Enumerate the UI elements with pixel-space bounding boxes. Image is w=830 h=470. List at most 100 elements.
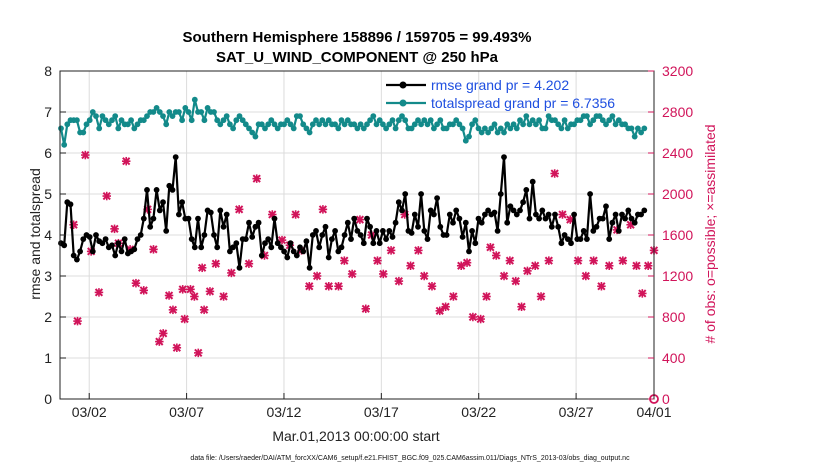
series-point	[83, 121, 90, 128]
series-point	[421, 117, 428, 124]
left-tick-label: 6	[44, 145, 52, 161]
series-point	[456, 121, 463, 128]
assimilated-obs-marker	[517, 302, 526, 311]
series-point	[395, 117, 402, 124]
series-point	[443, 125, 450, 132]
series-point	[198, 244, 205, 251]
series-point	[424, 121, 431, 128]
series-point	[354, 228, 361, 234]
series-point	[351, 121, 358, 128]
series-point	[195, 215, 201, 222]
assimilated-obs-marker	[441, 302, 450, 311]
chart-subtitle: SAT_U_WIND_COMPONENT @ 250 hPa	[216, 49, 499, 66]
series-point	[322, 121, 329, 128]
series-point	[249, 234, 256, 240]
series-point	[584, 236, 590, 243]
assimilated-obs-marker	[550, 169, 559, 178]
series-point	[344, 219, 351, 226]
series-point	[635, 125, 641, 132]
series-point	[153, 187, 160, 193]
series-point	[459, 234, 466, 240]
series-point	[309, 121, 316, 128]
series-point	[437, 223, 444, 230]
right-tick-label: 800	[662, 309, 686, 325]
assimilated-obs-marker	[197, 263, 207, 273]
series-point	[619, 211, 625, 218]
series-point	[386, 121, 393, 128]
series-point	[395, 199, 402, 206]
series-point	[118, 248, 125, 255]
x-tick-label: 03/17	[364, 404, 399, 420]
series-point	[606, 236, 613, 243]
series-point	[80, 236, 87, 243]
assimilated-obs-marker	[347, 269, 357, 279]
series-point	[354, 125, 361, 132]
series-point	[137, 232, 144, 238]
series-point	[131, 125, 138, 132]
series-point	[89, 248, 96, 255]
assimilated-obs-marker	[379, 269, 388, 279]
series-point	[501, 129, 507, 136]
assimilated-obs-marker	[149, 245, 158, 254]
series-point	[427, 207, 434, 214]
series-point	[622, 215, 628, 222]
series-point	[217, 121, 224, 128]
series-point	[290, 125, 297, 132]
series-point	[367, 223, 373, 230]
series-point	[638, 211, 644, 218]
assimilated-obs-marker	[244, 259, 254, 268]
series-point	[121, 236, 128, 243]
series-point	[418, 121, 424, 128]
series-point	[510, 207, 517, 214]
series-point	[523, 187, 530, 193]
series-point	[504, 219, 511, 226]
assimilated-obs-marker	[406, 261, 415, 270]
series-point	[446, 211, 453, 218]
series-point	[176, 109, 182, 115]
series-point	[99, 240, 106, 247]
series-point	[641, 125, 648, 132]
series-point	[338, 117, 345, 124]
series-point	[160, 199, 166, 206]
series-point	[517, 117, 523, 124]
assimilated-obs-marker	[355, 215, 365, 224]
series-point	[287, 240, 294, 247]
series-point	[603, 203, 609, 210]
assimilated-obs-marker	[482, 292, 491, 301]
series-point	[198, 109, 205, 115]
series-point	[300, 248, 307, 255]
assimilated-obs-marker	[131, 278, 141, 288]
right-tick-label: 2800	[662, 104, 693, 120]
series-point	[380, 228, 386, 234]
series-point	[185, 215, 192, 222]
series-point	[74, 256, 80, 263]
series-point	[456, 215, 463, 222]
series-point	[300, 121, 307, 128]
left-tick-label: 0	[44, 391, 52, 407]
series-point	[491, 121, 498, 128]
series-point	[450, 219, 456, 226]
series-point	[188, 117, 195, 124]
chart-title: Southern Hemisphere 158896 / 159705 = 99…	[183, 29, 532, 46]
series-point	[316, 244, 323, 251]
assimilated-obs-marker	[110, 224, 119, 234]
assimilated-obs-marker	[544, 256, 554, 265]
series-point	[545, 113, 552, 119]
assimilated-obs-marker	[643, 261, 653, 270]
series-point	[313, 117, 319, 124]
series-point	[357, 232, 364, 238]
series-point	[325, 254, 332, 261]
series-point	[443, 232, 450, 238]
series-point	[322, 223, 329, 230]
assimilated-obs-marker	[186, 285, 195, 294]
assimilated-obs-marker	[190, 292, 199, 301]
series-point	[281, 248, 287, 255]
series-point	[182, 105, 189, 111]
series-point	[93, 113, 99, 119]
series-point	[431, 125, 437, 132]
assimilated-obs-marker	[318, 205, 328, 214]
series-point	[392, 125, 399, 132]
series-point	[284, 117, 291, 124]
series-point	[220, 117, 227, 124]
assimilated-obs-marker	[581, 271, 591, 281]
